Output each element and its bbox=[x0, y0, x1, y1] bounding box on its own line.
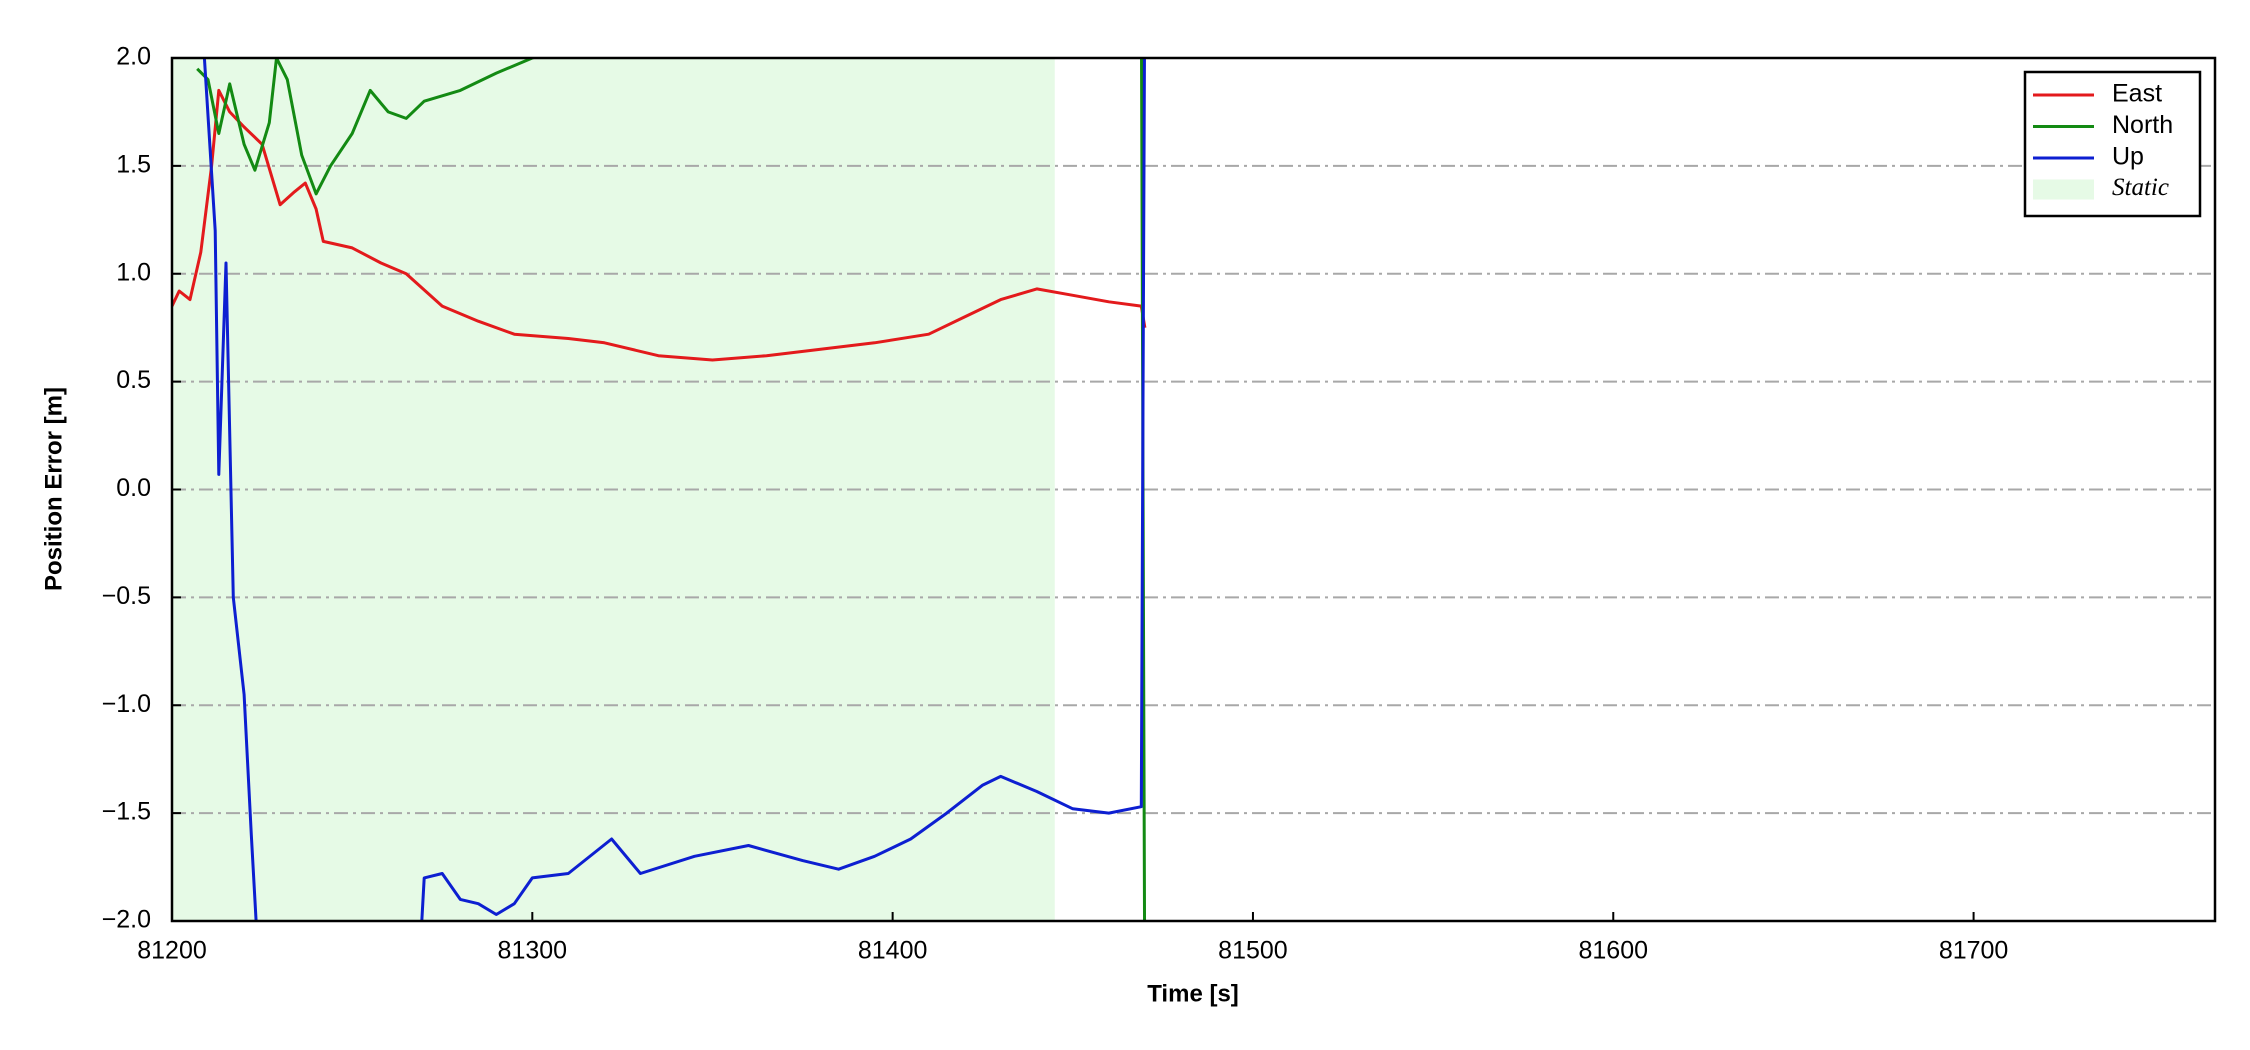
y-tick-label: −0.5 bbox=[102, 582, 151, 610]
legend-label: Up bbox=[2112, 143, 2144, 171]
legend-label: Static bbox=[2112, 174, 2169, 201]
y-tick-label: −1.0 bbox=[102, 690, 151, 718]
legend-label: North bbox=[2112, 111, 2173, 139]
x-tick-label: 81700 bbox=[1939, 937, 2009, 965]
x-tick-label: 81500 bbox=[1218, 937, 1288, 965]
ticks-layer: −2.0 −1.5 −1.0 −0.5 0.0 0.5 1.0 1.5 2.0 81200 8130… bbox=[102, 43, 2009, 965]
lines-layer bbox=[172, 58, 1147, 921]
x-axis-label: Time [s] bbox=[1147, 980, 1239, 1007]
series-line bbox=[202, 58, 1146, 921]
x-tick-label: 81300 bbox=[498, 937, 568, 965]
y-axis-label: Position Error [m] bbox=[40, 387, 67, 591]
legend-label: East bbox=[2112, 80, 2162, 108]
y-tick-label: 0.0 bbox=[116, 474, 151, 502]
y-tick-label: 1.0 bbox=[116, 258, 151, 286]
x-tick-label: 81400 bbox=[858, 937, 928, 965]
legend: East North Up Static bbox=[2033, 80, 2173, 201]
legend-swatch bbox=[2033, 179, 2094, 200]
x-tick-label: 81600 bbox=[1579, 937, 1649, 965]
y-tick-label: 0.5 bbox=[116, 366, 151, 394]
x-tick-label: 81200 bbox=[137, 937, 207, 965]
y-tick-label: −1.5 bbox=[102, 798, 151, 826]
y-tick-label: 2.0 bbox=[116, 43, 151, 71]
series-line bbox=[196, 58, 1147, 921]
y-tick-label: 1.5 bbox=[116, 150, 151, 178]
y-tick-label: −2.0 bbox=[102, 906, 151, 934]
